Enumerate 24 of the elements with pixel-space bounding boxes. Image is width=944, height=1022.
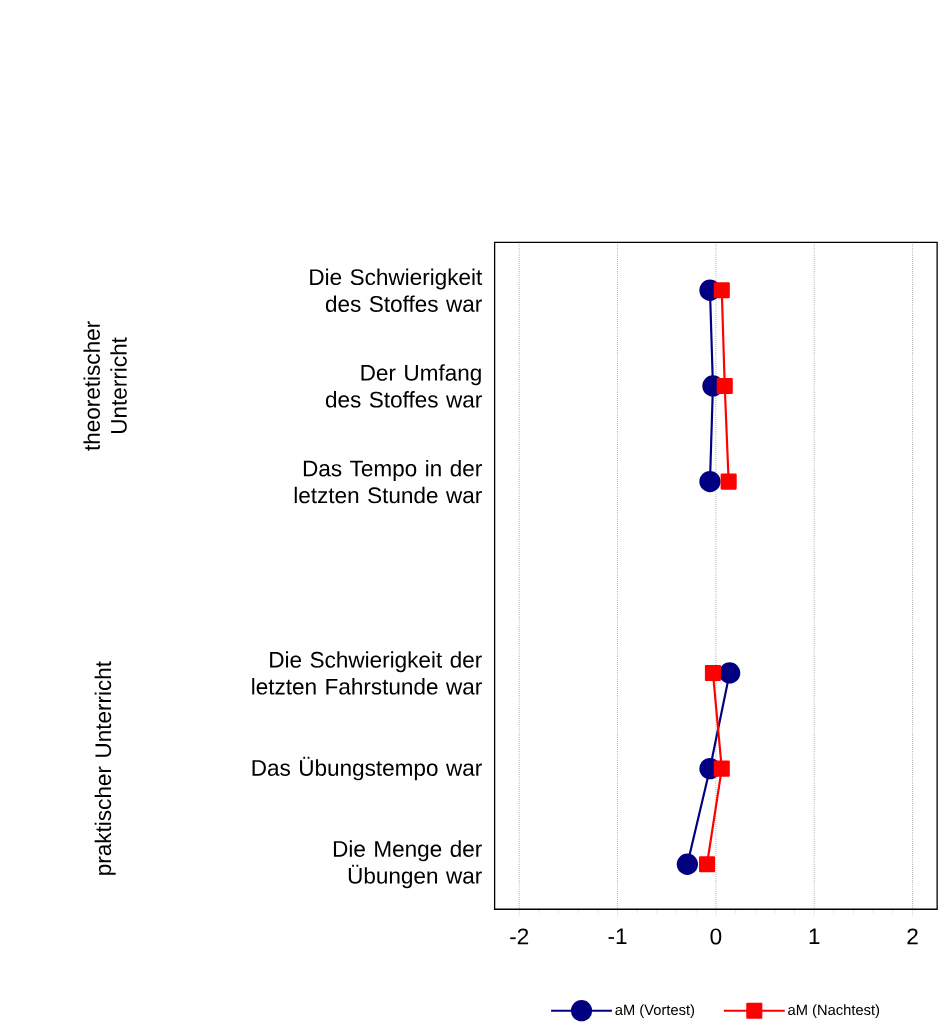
point [698, 856, 716, 873]
x-tick-label: -1 [608, 928, 627, 945]
point [716, 377, 733, 394]
point [704, 664, 721, 681]
x-tick-label: 0 [710, 928, 722, 945]
y-tick-label: Das Übungstempo war [252, 756, 482, 781]
y-tick-label: Die Menge der Übungen war [333, 840, 482, 889]
y-tick-label: Das Tempo in der letzten Stunde war [294, 459, 482, 504]
legend-label: aM (Nachtest) [788, 1004, 880, 1018]
text: theoretischer Unterricht [83, 321, 127, 451]
point [713, 760, 730, 777]
point [676, 853, 698, 875]
y-tick-label: Die Schwierigkeit der letzten Fahrstunde war [252, 651, 482, 695]
point [718, 662, 741, 684]
point [713, 282, 730, 299]
y-tick-label: Die Schwierigkeit des Stoffes war [310, 268, 483, 312]
y-tick-label: Der Umfang des Stoffes war [325, 364, 482, 408]
x-tick-label: -2 [510, 928, 529, 945]
x-tick-label: 2 [907, 928, 918, 945]
text: praktischer Unterricht [94, 661, 116, 875]
point [720, 473, 737, 490]
x-tick-label: 1 [809, 928, 820, 945]
legend-label: aM (Vortest) [615, 1004, 695, 1018]
point [699, 470, 721, 493]
